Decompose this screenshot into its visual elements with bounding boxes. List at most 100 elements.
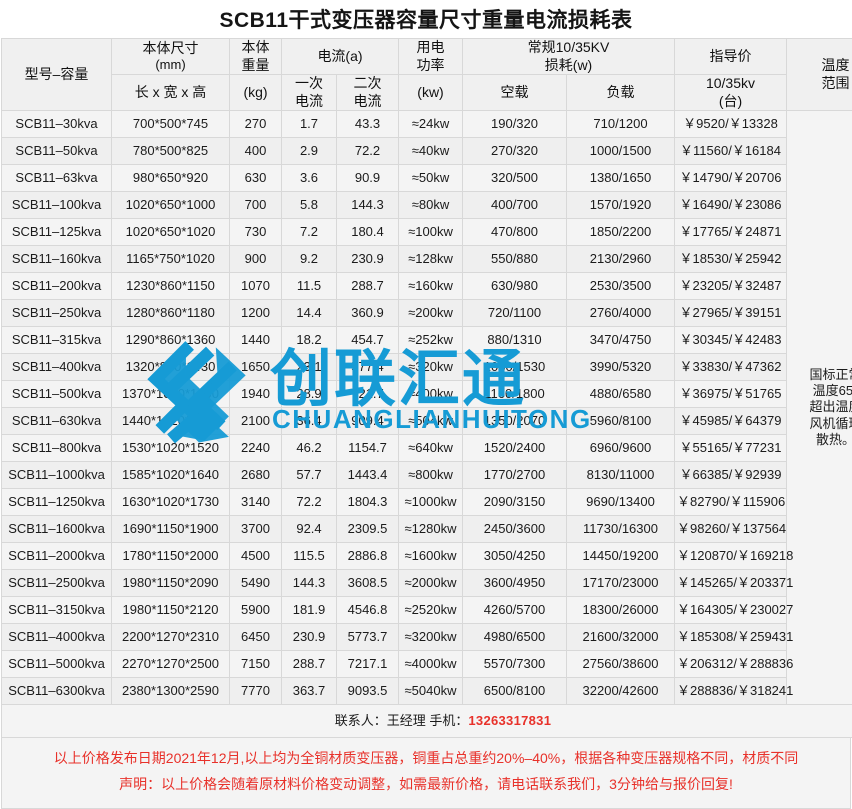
temperature-note-line: 温度65° [789, 383, 852, 399]
cell-weight: 3140 [230, 489, 282, 516]
cell-load: 3990/5320 [567, 354, 675, 381]
cell-noload: 1030/1530 [463, 354, 567, 381]
cell-power: ≈128kw [399, 246, 463, 273]
cell-power: ≈504kw [399, 408, 463, 435]
cell-i2: 288.7 [337, 273, 399, 300]
cell-size: 2270*1270*2500 [112, 651, 230, 678]
cell-model: SCB11–63kva [2, 165, 112, 192]
cell-load: 21600/32000 [567, 624, 675, 651]
cell-i2: 454.7 [337, 327, 399, 354]
cell-weight: 270 [230, 111, 282, 138]
cell-power: ≈3200kw [399, 624, 463, 651]
cell-size: 700*500*745 [112, 111, 230, 138]
cell-noload: 270/320 [463, 138, 567, 165]
cell-noload: 2450/3600 [463, 516, 567, 543]
cell-load: 32200/42600 [567, 678, 675, 705]
header-weight-sub: (kg) [230, 75, 282, 111]
cell-size: 1780*1150*2000 [112, 543, 230, 570]
cell-load: 14450/19200 [567, 543, 675, 570]
cell-i1: 18.2 [282, 327, 337, 354]
cell-price: ￥23205/￥32487 [675, 273, 787, 300]
cell-power: ≈5040kw [399, 678, 463, 705]
cell-noload: 1350/2070 [463, 408, 567, 435]
cell-model: SCB11–160kva [2, 246, 112, 273]
cell-size: 1980*1150*2090 [112, 570, 230, 597]
cell-price: ￥164305/￥230027 [675, 597, 787, 624]
cell-size: 1630*1020*1730 [112, 489, 230, 516]
cell-power: ≈160kw [399, 273, 463, 300]
header-power: 用电 功率 [399, 39, 463, 75]
contact-row: 联系人：王经理 手机：13263317831 [2, 705, 852, 738]
cell-price: ￥16490/￥23086 [675, 192, 787, 219]
cell-noload: 400/700 [463, 192, 567, 219]
header-loss: 常规10/35KV 损耗(w) [463, 39, 675, 75]
cell-weight: 1440 [230, 327, 282, 354]
cell-i2: 1804.3 [337, 489, 399, 516]
cell-power: ≈80kw [399, 192, 463, 219]
cell-i1: 9.2 [282, 246, 337, 273]
cell-noload: 1770/2700 [463, 462, 567, 489]
temperature-note-line: 风机循环 [789, 416, 852, 432]
temperature-note-line: 超出温度 [789, 399, 852, 415]
cell-noload: 550/880 [463, 246, 567, 273]
cell-price: ￥145265/￥203371 [675, 570, 787, 597]
cell-load: 1570/1920 [567, 192, 675, 219]
header-current-primary: 一次 电流 [282, 75, 337, 111]
cell-size: 1530*1020*1520 [112, 435, 230, 462]
cell-power: ≈320kw [399, 354, 463, 381]
cell-size: 1165*750*1020 [112, 246, 230, 273]
header-row-2: 长 x 宽 x 高 (kg) 一次 电流 二次 电流 (kw) 空载 负载 10… [2, 75, 852, 111]
notice-line-1: 以上价格发布日期2021年12月,以上均为全铜材质变压器，铜重占总重约20%–4… [8, 746, 844, 772]
cell-weight: 2240 [230, 435, 282, 462]
cell-model: SCB11–100kva [2, 192, 112, 219]
cell-i2: 1154.7 [337, 435, 399, 462]
notice-line-2: 声明：以上价格会随着原材料价格变动调整，如需最新价格，请电话联系我们，3分钟给与… [8, 772, 844, 798]
cell-price: ￥206312/￥288836 [675, 651, 787, 678]
cell-weight: 2680 [230, 462, 282, 489]
cell-i1: 57.7 [282, 462, 337, 489]
cell-noload: 6500/8100 [463, 678, 567, 705]
header-price-sub-line1: 10/35kv [677, 75, 784, 93]
cell-i2: 360.9 [337, 300, 399, 327]
cell-noload: 470/800 [463, 219, 567, 246]
cell-model: SCB11–2000kva [2, 543, 112, 570]
header-price-sub: 10/35kv (台) [675, 75, 787, 111]
cell-weight: 7770 [230, 678, 282, 705]
cell-model: SCB11–3150kva [2, 597, 112, 624]
header-size: 本体尺寸 (mm) [112, 39, 230, 75]
cell-i2: 180.4 [337, 219, 399, 246]
cell-price: ￥55165/￥77231 [675, 435, 787, 462]
cell-price: ￥18530/￥25942 [675, 246, 787, 273]
header-current: 电流(a) [282, 39, 399, 75]
cell-load: 9690/13400 [567, 489, 675, 516]
cell-model: SCB11–30kva [2, 111, 112, 138]
cell-power: ≈640kw [399, 435, 463, 462]
header-size-sub: 长 x 宽 x 高 [112, 75, 230, 111]
cell-load: 18300/26000 [567, 597, 675, 624]
contact-label: 联系人：王经理 手机： [335, 713, 469, 728]
cell-power: ≈1600kw [399, 543, 463, 570]
cell-weight: 5490 [230, 570, 282, 597]
cell-i1: 230.9 [282, 624, 337, 651]
header-row-1: 型号–容量 本体尺寸 (mm) 本体 重量 电流(a) 用电 功率 常规10/3… [2, 39, 852, 75]
header-loss-line2: 损耗(w) [465, 57, 672, 75]
cell-load: 2530/3500 [567, 273, 675, 300]
cell-i1: 115.5 [282, 543, 337, 570]
header-power-line2: 功率 [401, 57, 460, 75]
cell-model: SCB11–1600kva [2, 516, 112, 543]
cell-i1: 181.9 [282, 597, 337, 624]
cell-load: 17170/23000 [567, 570, 675, 597]
cell-weight: 700 [230, 192, 282, 219]
cell-load: 1000/1500 [567, 138, 675, 165]
cell-size: 2200*1270*2310 [112, 624, 230, 651]
